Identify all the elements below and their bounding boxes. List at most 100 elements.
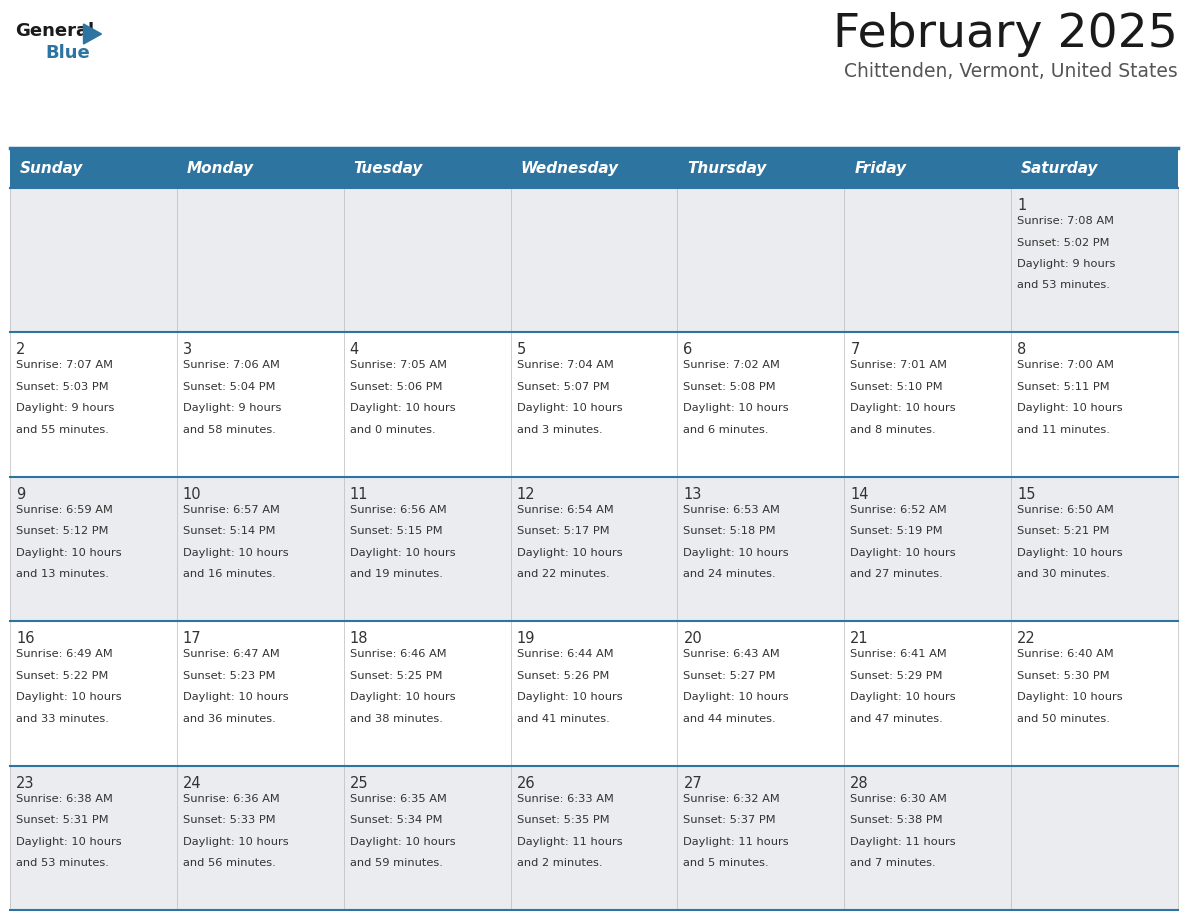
Text: 11: 11 bbox=[349, 487, 368, 502]
Text: and 47 minutes.: and 47 minutes. bbox=[851, 713, 943, 723]
Text: Daylight: 10 hours: Daylight: 10 hours bbox=[1017, 692, 1123, 702]
Text: Daylight: 10 hours: Daylight: 10 hours bbox=[183, 836, 289, 846]
Text: Daylight: 10 hours: Daylight: 10 hours bbox=[683, 548, 789, 558]
Text: 28: 28 bbox=[851, 776, 868, 790]
Text: Daylight: 10 hours: Daylight: 10 hours bbox=[851, 692, 956, 702]
Text: Sunset: 5:30 PM: Sunset: 5:30 PM bbox=[1017, 671, 1110, 681]
Text: and 16 minutes.: and 16 minutes. bbox=[183, 569, 276, 579]
Text: Sunset: 5:17 PM: Sunset: 5:17 PM bbox=[517, 526, 609, 536]
Text: Sunrise: 7:08 AM: Sunrise: 7:08 AM bbox=[1017, 216, 1114, 226]
Text: Daylight: 10 hours: Daylight: 10 hours bbox=[517, 692, 623, 702]
Text: 18: 18 bbox=[349, 632, 368, 646]
Text: Sunset: 5:02 PM: Sunset: 5:02 PM bbox=[1017, 238, 1110, 248]
Text: Daylight: 10 hours: Daylight: 10 hours bbox=[851, 548, 956, 558]
Text: and 5 minutes.: and 5 minutes. bbox=[683, 858, 769, 868]
Text: 17: 17 bbox=[183, 632, 202, 646]
Text: Daylight: 10 hours: Daylight: 10 hours bbox=[349, 692, 455, 702]
Text: and 7 minutes.: and 7 minutes. bbox=[851, 858, 936, 868]
Text: and 55 minutes.: and 55 minutes. bbox=[15, 425, 109, 435]
Text: Sunrise: 6:44 AM: Sunrise: 6:44 AM bbox=[517, 649, 613, 659]
Text: 2: 2 bbox=[15, 342, 25, 357]
Text: 26: 26 bbox=[517, 776, 536, 790]
Text: Sunset: 5:29 PM: Sunset: 5:29 PM bbox=[851, 671, 943, 681]
Text: Chittenden, Vermont, United States: Chittenden, Vermont, United States bbox=[845, 62, 1178, 81]
Text: 16: 16 bbox=[15, 632, 34, 646]
Text: Daylight: 9 hours: Daylight: 9 hours bbox=[183, 403, 282, 413]
Text: Sunrise: 6:53 AM: Sunrise: 6:53 AM bbox=[683, 505, 781, 515]
Text: Sunrise: 6:33 AM: Sunrise: 6:33 AM bbox=[517, 793, 613, 803]
Text: Daylight: 9 hours: Daylight: 9 hours bbox=[15, 403, 114, 413]
Text: Daylight: 10 hours: Daylight: 10 hours bbox=[15, 548, 121, 558]
Text: Saturday: Saturday bbox=[1022, 161, 1099, 175]
Text: 25: 25 bbox=[349, 776, 368, 790]
Text: Sunset: 5:19 PM: Sunset: 5:19 PM bbox=[851, 526, 943, 536]
Text: Daylight: 11 hours: Daylight: 11 hours bbox=[517, 836, 623, 846]
Text: 8: 8 bbox=[1017, 342, 1026, 357]
Text: Sunset: 5:04 PM: Sunset: 5:04 PM bbox=[183, 382, 276, 392]
Bar bbox=[10, 188, 1178, 332]
Text: and 2 minutes.: and 2 minutes. bbox=[517, 858, 602, 868]
Text: and 27 minutes.: and 27 minutes. bbox=[851, 569, 943, 579]
Text: Sunset: 5:07 PM: Sunset: 5:07 PM bbox=[517, 382, 609, 392]
Text: and 11 minutes.: and 11 minutes. bbox=[1017, 425, 1110, 435]
Text: and 59 minutes.: and 59 minutes. bbox=[349, 858, 443, 868]
Text: 15: 15 bbox=[1017, 487, 1036, 502]
Text: 22: 22 bbox=[1017, 632, 1036, 646]
Text: Daylight: 10 hours: Daylight: 10 hours bbox=[349, 836, 455, 846]
Text: and 50 minutes.: and 50 minutes. bbox=[1017, 713, 1110, 723]
Text: Sunset: 5:23 PM: Sunset: 5:23 PM bbox=[183, 671, 276, 681]
Text: 7: 7 bbox=[851, 342, 860, 357]
Text: 23: 23 bbox=[15, 776, 34, 790]
Text: and 13 minutes.: and 13 minutes. bbox=[15, 569, 109, 579]
Text: Sunrise: 6:52 AM: Sunrise: 6:52 AM bbox=[851, 505, 947, 515]
Text: General: General bbox=[15, 22, 94, 40]
Text: Sunrise: 6:54 AM: Sunrise: 6:54 AM bbox=[517, 505, 613, 515]
Text: Sunrise: 6:32 AM: Sunrise: 6:32 AM bbox=[683, 793, 781, 803]
Text: Tuesday: Tuesday bbox=[354, 161, 423, 175]
Text: and 3 minutes.: and 3 minutes. bbox=[517, 425, 602, 435]
Text: 1: 1 bbox=[1017, 198, 1026, 213]
Text: Sunset: 5:25 PM: Sunset: 5:25 PM bbox=[349, 671, 442, 681]
Text: Daylight: 10 hours: Daylight: 10 hours bbox=[15, 692, 121, 702]
Text: Sunset: 5:03 PM: Sunset: 5:03 PM bbox=[15, 382, 108, 392]
Text: Sunset: 5:35 PM: Sunset: 5:35 PM bbox=[517, 815, 609, 825]
Bar bbox=[10, 148, 1178, 188]
Text: and 19 minutes.: and 19 minutes. bbox=[349, 569, 443, 579]
Text: and 33 minutes.: and 33 minutes. bbox=[15, 713, 109, 723]
Text: Sunset: 5:18 PM: Sunset: 5:18 PM bbox=[683, 526, 776, 536]
Text: 27: 27 bbox=[683, 776, 702, 790]
Text: and 36 minutes.: and 36 minutes. bbox=[183, 713, 276, 723]
Text: Sunset: 5:12 PM: Sunset: 5:12 PM bbox=[15, 526, 108, 536]
Text: Sunrise: 6:43 AM: Sunrise: 6:43 AM bbox=[683, 649, 781, 659]
Text: and 38 minutes.: and 38 minutes. bbox=[349, 713, 443, 723]
Text: Sunset: 5:27 PM: Sunset: 5:27 PM bbox=[683, 671, 776, 681]
Text: Sunrise: 6:36 AM: Sunrise: 6:36 AM bbox=[183, 793, 279, 803]
Text: Thursday: Thursday bbox=[688, 161, 766, 175]
Text: 3: 3 bbox=[183, 342, 192, 357]
Text: 19: 19 bbox=[517, 632, 535, 646]
Text: Sunrise: 6:56 AM: Sunrise: 6:56 AM bbox=[349, 505, 447, 515]
Text: and 56 minutes.: and 56 minutes. bbox=[183, 858, 276, 868]
Text: 14: 14 bbox=[851, 487, 868, 502]
Bar bbox=[10, 476, 1178, 621]
Text: 13: 13 bbox=[683, 487, 702, 502]
Text: Sunset: 5:06 PM: Sunset: 5:06 PM bbox=[349, 382, 442, 392]
Text: Sunset: 5:22 PM: Sunset: 5:22 PM bbox=[15, 671, 108, 681]
Text: and 44 minutes.: and 44 minutes. bbox=[683, 713, 776, 723]
Text: Sunrise: 7:05 AM: Sunrise: 7:05 AM bbox=[349, 361, 447, 370]
Text: 5: 5 bbox=[517, 342, 526, 357]
Text: Sunrise: 7:07 AM: Sunrise: 7:07 AM bbox=[15, 361, 113, 370]
Text: Sunset: 5:31 PM: Sunset: 5:31 PM bbox=[15, 815, 108, 825]
Text: 12: 12 bbox=[517, 487, 536, 502]
Text: and 41 minutes.: and 41 minutes. bbox=[517, 713, 609, 723]
Text: 10: 10 bbox=[183, 487, 202, 502]
Text: Daylight: 10 hours: Daylight: 10 hours bbox=[183, 548, 289, 558]
Text: 4: 4 bbox=[349, 342, 359, 357]
Text: Sunrise: 7:00 AM: Sunrise: 7:00 AM bbox=[1017, 361, 1114, 370]
Text: Sunset: 5:38 PM: Sunset: 5:38 PM bbox=[851, 815, 943, 825]
Text: Sunrise: 6:47 AM: Sunrise: 6:47 AM bbox=[183, 649, 279, 659]
Text: Friday: Friday bbox=[854, 161, 906, 175]
Text: and 58 minutes.: and 58 minutes. bbox=[183, 425, 276, 435]
Text: Daylight: 11 hours: Daylight: 11 hours bbox=[851, 836, 956, 846]
Text: Sunset: 5:21 PM: Sunset: 5:21 PM bbox=[1017, 526, 1110, 536]
